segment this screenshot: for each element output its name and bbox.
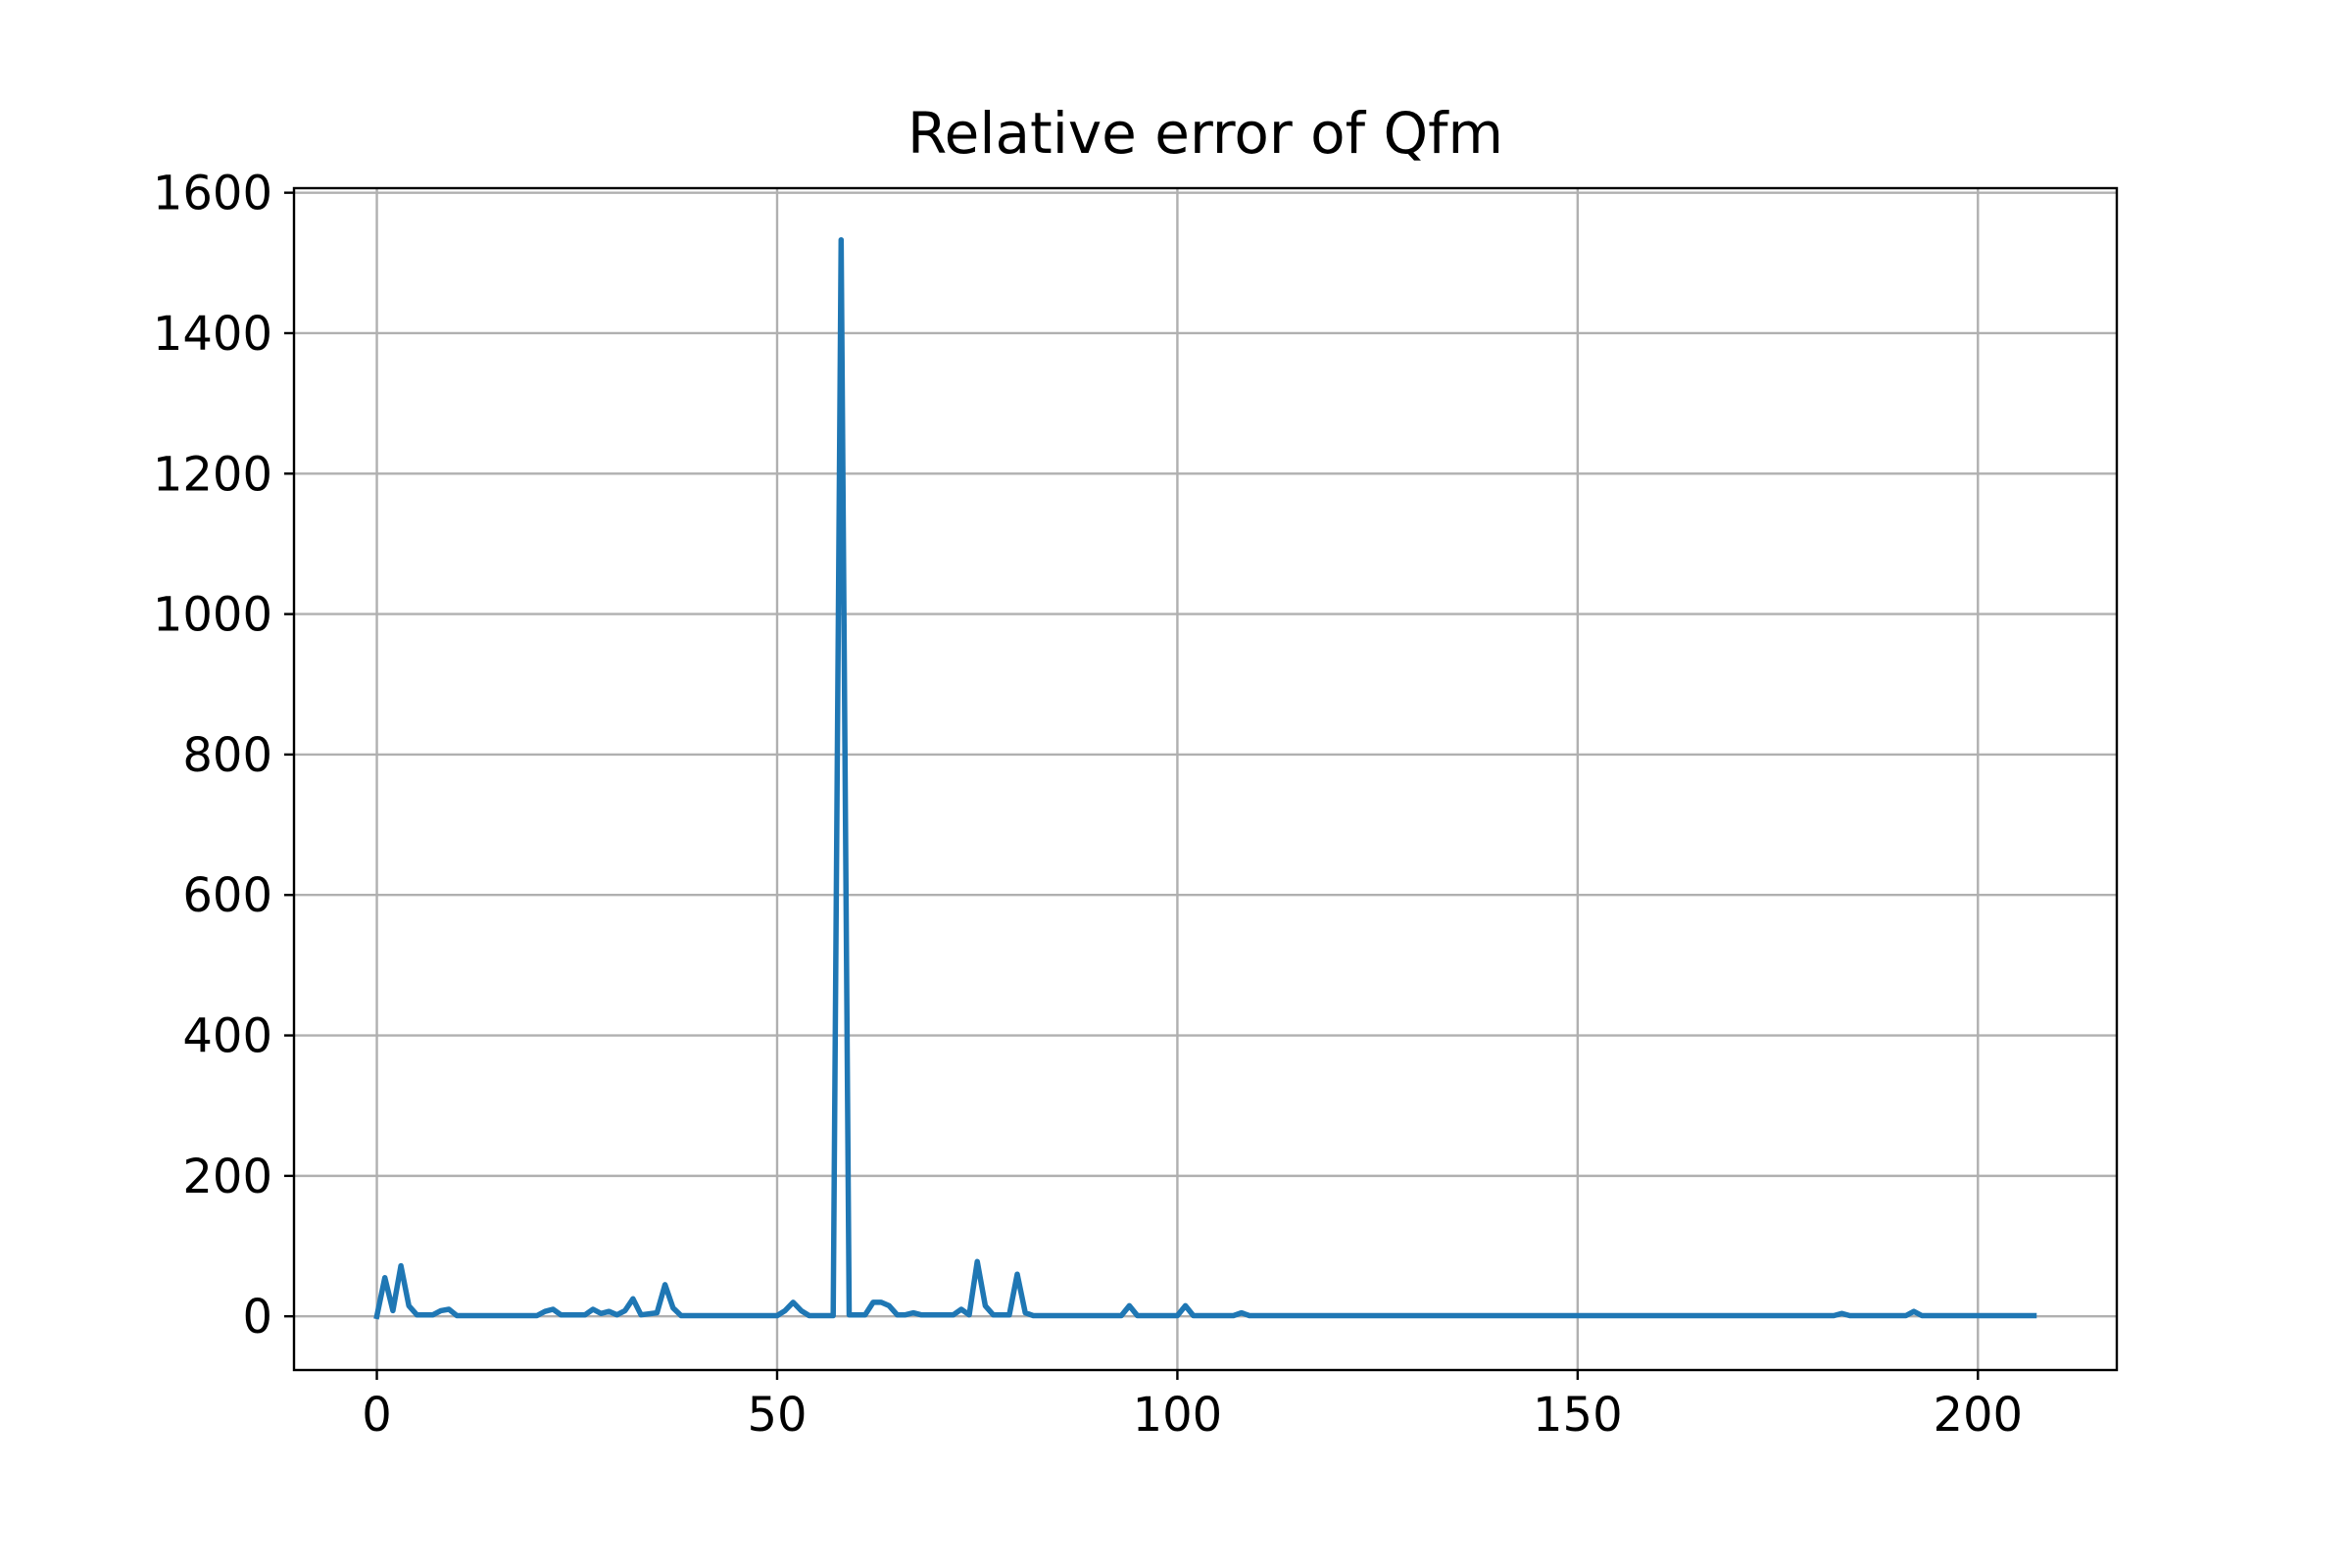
x-tick-label: 100 xyxy=(1133,1388,1223,1443)
chart-title: Relative error of Qfm xyxy=(907,100,1503,167)
series-line xyxy=(373,236,2037,1320)
data-series xyxy=(373,236,2037,1320)
y-tick-label: 800 xyxy=(182,728,272,783)
y-tick-label: 400 xyxy=(182,1009,272,1064)
x-tick-label: 50 xyxy=(747,1388,807,1443)
plot-frame xyxy=(292,186,2119,1372)
x-tick-label: 0 xyxy=(362,1388,392,1443)
x-tick-label: 200 xyxy=(1933,1388,2023,1443)
x-tick-label: 150 xyxy=(1533,1388,1623,1443)
y-tick-label: 1000 xyxy=(153,588,272,643)
y-tick-label: 1200 xyxy=(153,447,272,502)
y-tick-label: 600 xyxy=(182,868,272,923)
axis-ticks: 0 50 100 150 200 0 200 400 600 800 1000 1200 1400 160… xyxy=(153,167,2023,1443)
y-tick-label: 0 xyxy=(242,1290,272,1345)
y-tick-label: 200 xyxy=(182,1150,272,1204)
y-tick-label: 1600 xyxy=(153,167,272,221)
y-tick-label: 1400 xyxy=(153,307,272,362)
